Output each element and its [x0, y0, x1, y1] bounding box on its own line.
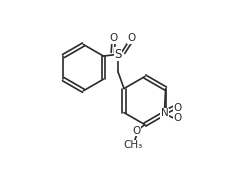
- Text: O: O: [127, 33, 136, 43]
- Text: O: O: [174, 113, 182, 123]
- Text: CH₃: CH₃: [124, 140, 143, 150]
- Text: O: O: [109, 33, 118, 43]
- Text: S: S: [114, 48, 122, 61]
- Text: O: O: [174, 103, 182, 113]
- Text: O: O: [133, 126, 141, 136]
- Text: N: N: [160, 108, 168, 118]
